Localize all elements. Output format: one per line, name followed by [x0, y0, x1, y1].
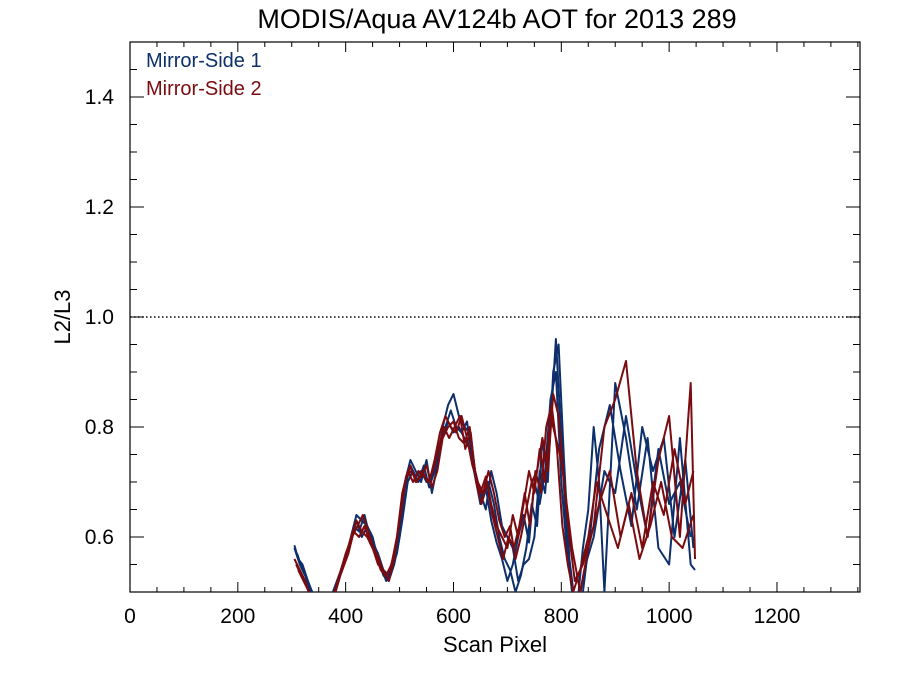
- legend-entry-mirror-side-2: Mirror-Side 2: [146, 78, 262, 100]
- series-group: [293, 338, 696, 592]
- x-tick-label: 1000: [646, 605, 693, 628]
- x-tick-label: 400: [328, 605, 363, 628]
- y-tick-label: 1.0: [85, 306, 114, 329]
- x-tick-label: 200: [220, 605, 255, 628]
- legend: Mirror-Side 1 Mirror-Side 2: [146, 50, 262, 100]
- x-tick-label: 1200: [754, 605, 801, 628]
- axis-ticks: [129, 42, 860, 592]
- x-tick-label: 600: [436, 605, 471, 628]
- axis-tick-labels: 0 200 400 600 800 1000 1200 0.6 0.8 1.0 1.2 1.4: [85, 86, 801, 628]
- series-line-mirror-side-2: [297, 404, 695, 592]
- y-axis-label: L2/L3: [50, 289, 75, 344]
- y-tick-label: 0.8: [85, 416, 114, 439]
- legend-entry-mirror-side-1: Mirror-Side 1: [146, 50, 262, 72]
- chart-title: MODIS/Aqua AV124b AOT for 2013 289: [257, 4, 736, 34]
- x-tick-label: 0: [124, 605, 136, 628]
- y-tick-label: 1.2: [85, 196, 114, 219]
- y-tick-label: 1.4: [85, 86, 115, 109]
- x-axis-label: Scan Pixel: [443, 632, 547, 657]
- x-tick-label: 800: [544, 605, 579, 628]
- y-tick-label: 0.6: [85, 526, 114, 549]
